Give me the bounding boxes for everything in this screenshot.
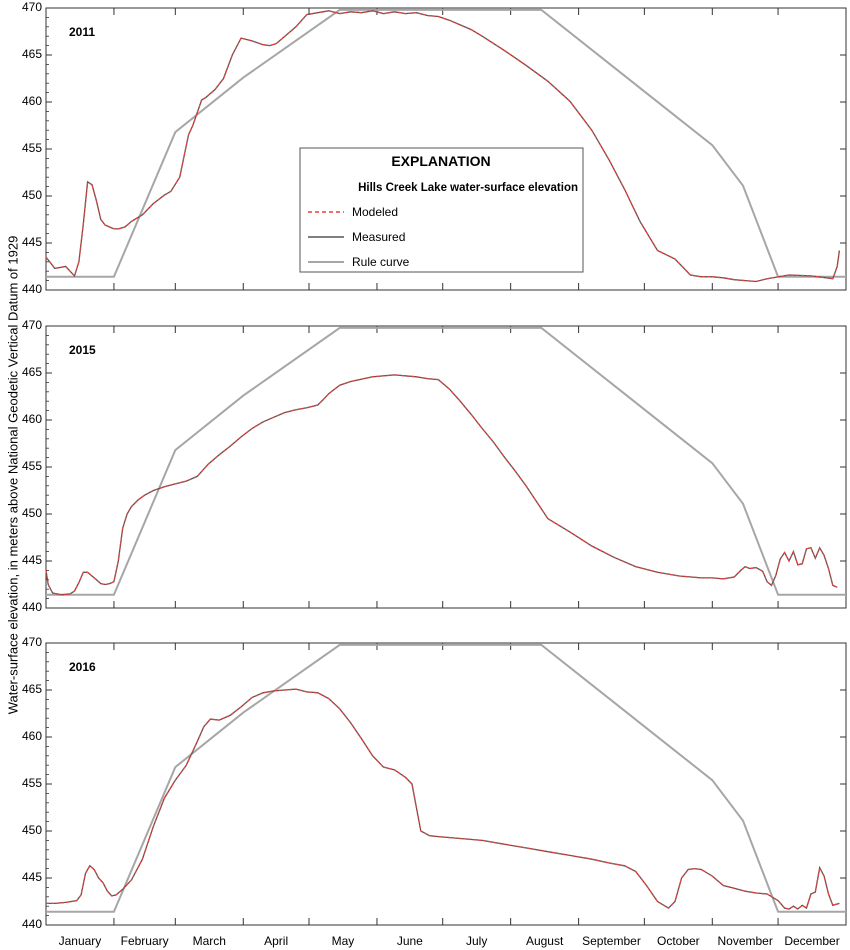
y-tick-label: 440 xyxy=(22,917,42,931)
y-tick-label: 470 xyxy=(22,635,42,649)
y-tick-label: 465 xyxy=(22,47,42,61)
legend-modeled-label: Modeled xyxy=(352,205,398,219)
y-tick-label: 450 xyxy=(22,188,42,202)
y-tick-label: 450 xyxy=(22,823,42,837)
modeled-line xyxy=(45,374,838,596)
y-tick-label: 470 xyxy=(22,0,42,14)
y-tick-label: 440 xyxy=(22,282,42,296)
y-tick-label: 465 xyxy=(22,682,42,696)
legend-subtitle: Hills Creek Lake water-surface elevation xyxy=(358,182,578,194)
panel-year-label: 2016 xyxy=(69,660,96,674)
y-tick-label: 445 xyxy=(22,870,42,884)
measured-line xyxy=(45,374,838,596)
y-tick-label: 440 xyxy=(22,600,42,614)
month-label-february: February xyxy=(121,934,169,948)
month-label-march: March xyxy=(193,934,226,948)
month-label-july: July xyxy=(466,934,487,948)
month-label-december: December xyxy=(784,934,839,948)
legend: EXPLANATION Hills Creek Lake water-surfa… xyxy=(299,147,584,273)
month-label-april: April xyxy=(264,934,288,948)
y-tick-label: 445 xyxy=(22,553,42,567)
panel-year-label: 2015 xyxy=(69,343,96,357)
rule-curve-line xyxy=(46,326,846,596)
legend-measured-label: Measured xyxy=(352,230,405,244)
panel-2011: 440 445 450 455 460 465 470 2011 xyxy=(22,0,847,296)
y-tick-label: 460 xyxy=(22,94,42,108)
y-tick-label: 455 xyxy=(22,459,42,473)
plot-layer: 440 445 450 455 460 465 470 2011 440 445 450 455 460… xyxy=(22,0,847,948)
panel-frame xyxy=(45,325,847,609)
month-label-october: October xyxy=(657,934,700,948)
rule-curve-line xyxy=(46,643,846,913)
y-tick-label: 450 xyxy=(22,506,42,520)
y-tick-label: 460 xyxy=(22,412,42,426)
y-tick-label: 445 xyxy=(22,235,42,249)
legend-rule-curve-label: Rule curve xyxy=(352,255,410,269)
panel-year-label: 2011 xyxy=(69,25,95,39)
measured-line xyxy=(45,10,841,283)
y-tick-label: 460 xyxy=(22,729,42,743)
y-axis-label: Water-surface elevation, in meters above… xyxy=(5,236,20,715)
legend-title: EXPLANATION xyxy=(391,153,490,169)
month-label-november: November xyxy=(717,934,772,948)
month-label-january: January xyxy=(59,934,102,948)
y-tick-label: 465 xyxy=(22,365,42,379)
y-tick-label: 455 xyxy=(22,776,42,790)
panel-2016: 440 445 450 455 460 465 470 2016 xyxy=(22,635,847,931)
rule-curve-line xyxy=(46,8,846,278)
panel-frame xyxy=(45,642,847,926)
modeled-line xyxy=(46,688,840,910)
month-label-september: September xyxy=(582,934,641,948)
measured-line xyxy=(46,688,840,910)
y-tick-label: 470 xyxy=(22,318,42,332)
legend-box xyxy=(299,147,584,273)
y-tick-label: 455 xyxy=(22,141,42,155)
month-label-august: August xyxy=(526,934,564,948)
panel-2015: 440 445 450 455 460 465 470 2015 xyxy=(22,318,847,614)
month-label-may: May xyxy=(332,934,355,948)
month-label-june: June xyxy=(397,934,423,948)
